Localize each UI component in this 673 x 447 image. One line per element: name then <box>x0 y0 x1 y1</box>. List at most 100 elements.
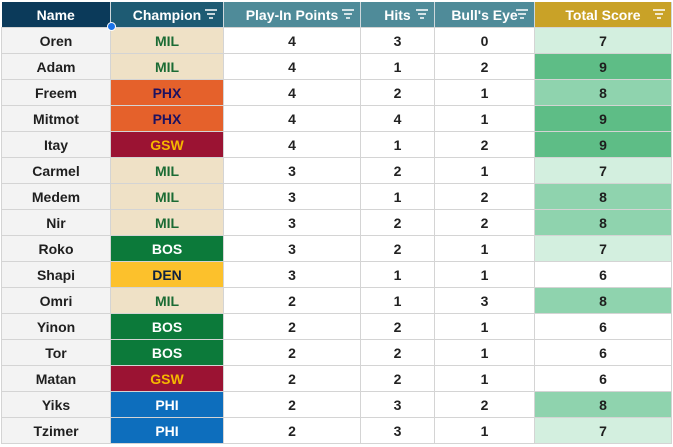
play-in-points-cell[interactable]: 4 <box>223 131 361 158</box>
play-in-points-cell[interactable]: 4 <box>223 79 361 106</box>
header-play-in-points[interactable]: Play-In Points <box>223 2 361 28</box>
header-hits[interactable]: Hits <box>360 2 435 28</box>
name-cell[interactable]: Yinon <box>1 313 111 340</box>
play-in-points-cell[interactable]: 2 <box>223 287 361 314</box>
champion-cell[interactable]: MIL <box>110 209 224 236</box>
hits-cell[interactable]: 1 <box>360 53 435 80</box>
total-score-cell[interactable]: 6 <box>534 313 672 340</box>
name-cell[interactable]: Mitmot <box>1 105 111 132</box>
name-cell[interactable]: Yiks <box>1 391 111 418</box>
champion-cell[interactable]: BOS <box>110 235 224 262</box>
total-score-cell[interactable]: 9 <box>534 53 672 80</box>
champion-cell[interactable]: PHX <box>110 105 224 132</box>
hits-cell[interactable]: 1 <box>360 287 435 314</box>
play-in-points-cell[interactable]: 3 <box>223 183 361 210</box>
header-champion[interactable]: Champion <box>110 2 224 28</box>
play-in-points-cell[interactable]: 3 <box>223 261 361 288</box>
bulls-eye-cell[interactable]: 2 <box>434 131 535 158</box>
play-in-points-cell[interactable]: 3 <box>223 157 361 184</box>
champion-cell[interactable]: BOS <box>110 339 224 366</box>
total-score-cell[interactable]: 7 <box>534 157 672 184</box>
total-score-cell[interactable]: 8 <box>534 287 672 314</box>
hits-cell[interactable]: 1 <box>360 261 435 288</box>
hits-cell[interactable]: 2 <box>360 339 435 366</box>
header-bulls-eye[interactable]: Bull's Eye <box>434 2 535 28</box>
name-cell[interactable]: Matan <box>1 365 111 392</box>
name-cell[interactable]: Medem <box>1 183 111 210</box>
filter-icon[interactable] <box>653 9 665 19</box>
header-name[interactable]: Name <box>1 2 111 28</box>
total-score-cell[interactable]: 7 <box>534 27 672 54</box>
total-score-cell[interactable]: 8 <box>534 183 672 210</box>
hits-cell[interactable]: 2 <box>360 209 435 236</box>
play-in-points-cell[interactable]: 2 <box>223 417 361 444</box>
play-in-points-cell[interactable]: 4 <box>223 53 361 80</box>
bulls-eye-cell[interactable]: 1 <box>434 105 535 132</box>
bulls-eye-cell[interactable]: 1 <box>434 313 535 340</box>
bulls-eye-cell[interactable]: 2 <box>434 183 535 210</box>
play-in-points-cell[interactable]: 2 <box>223 313 361 340</box>
bulls-eye-cell[interactable]: 1 <box>434 261 535 288</box>
total-score-cell[interactable]: 8 <box>534 391 672 418</box>
champion-cell[interactable]: MIL <box>110 183 224 210</box>
bulls-eye-cell[interactable]: 1 <box>434 235 535 262</box>
hits-cell[interactable]: 4 <box>360 105 435 132</box>
bulls-eye-cell[interactable]: 1 <box>434 157 535 184</box>
play-in-points-cell[interactable]: 2 <box>223 391 361 418</box>
champion-cell[interactable]: PHI <box>110 417 224 444</box>
hits-cell[interactable]: 1 <box>360 183 435 210</box>
total-score-cell[interactable]: 8 <box>534 209 672 236</box>
filter-icon[interactable] <box>416 9 428 19</box>
total-score-cell[interactable]: 6 <box>534 365 672 392</box>
bulls-eye-cell[interactable]: 0 <box>434 27 535 54</box>
bulls-eye-cell[interactable]: 1 <box>434 365 535 392</box>
bulls-eye-cell[interactable]: 2 <box>434 53 535 80</box>
play-in-points-cell[interactable]: 3 <box>223 235 361 262</box>
name-cell[interactable]: Roko <box>1 235 111 262</box>
filter-icon[interactable] <box>205 9 217 19</box>
play-in-points-cell[interactable]: 3 <box>223 209 361 236</box>
total-score-cell[interactable]: 8 <box>534 79 672 106</box>
total-score-cell[interactable]: 9 <box>534 105 672 132</box>
bulls-eye-cell[interactable]: 2 <box>434 209 535 236</box>
champion-cell[interactable]: MIL <box>110 27 224 54</box>
name-cell[interactable]: Nir <box>1 209 111 236</box>
champion-cell[interactable]: PHX <box>110 79 224 106</box>
total-score-cell[interactable]: 7 <box>534 417 672 444</box>
name-cell[interactable]: Carmel <box>1 157 111 184</box>
hits-cell[interactable]: 2 <box>360 235 435 262</box>
champion-cell[interactable]: MIL <box>110 157 224 184</box>
bulls-eye-cell[interactable]: 1 <box>434 339 535 366</box>
total-score-cell[interactable]: 9 <box>534 131 672 158</box>
champion-cell[interactable]: PHI <box>110 391 224 418</box>
name-cell[interactable]: Tzimer <box>1 417 111 444</box>
bulls-eye-cell[interactable]: 1 <box>434 79 535 106</box>
champion-cell[interactable]: DEN <box>110 261 224 288</box>
hits-cell[interactable]: 3 <box>360 27 435 54</box>
selection-handle[interactable] <box>107 22 116 31</box>
play-in-points-cell[interactable]: 4 <box>223 27 361 54</box>
total-score-cell[interactable]: 7 <box>534 235 672 262</box>
name-cell[interactable]: Shapi <box>1 261 111 288</box>
play-in-points-cell[interactable]: 2 <box>223 365 361 392</box>
champion-cell[interactable]: GSW <box>110 131 224 158</box>
name-cell[interactable]: Adam <box>1 53 111 80</box>
filter-icon[interactable] <box>516 9 528 19</box>
bulls-eye-cell[interactable]: 2 <box>434 391 535 418</box>
hits-cell[interactable]: 3 <box>360 391 435 418</box>
champion-cell[interactable]: BOS <box>110 313 224 340</box>
total-score-cell[interactable]: 6 <box>534 261 672 288</box>
hits-cell[interactable]: 2 <box>360 79 435 106</box>
name-cell[interactable]: Tor <box>1 339 111 366</box>
champion-cell[interactable]: GSW <box>110 365 224 392</box>
name-cell[interactable]: Omri <box>1 287 111 314</box>
play-in-points-cell[interactable]: 2 <box>223 339 361 366</box>
bulls-eye-cell[interactable]: 3 <box>434 287 535 314</box>
hits-cell[interactable]: 2 <box>360 157 435 184</box>
play-in-points-cell[interactable]: 4 <box>223 105 361 132</box>
name-cell[interactable]: Freem <box>1 79 111 106</box>
champion-cell[interactable]: MIL <box>110 53 224 80</box>
hits-cell[interactable]: 2 <box>360 313 435 340</box>
name-cell[interactable]: Itay <box>1 131 111 158</box>
bulls-eye-cell[interactable]: 1 <box>434 417 535 444</box>
